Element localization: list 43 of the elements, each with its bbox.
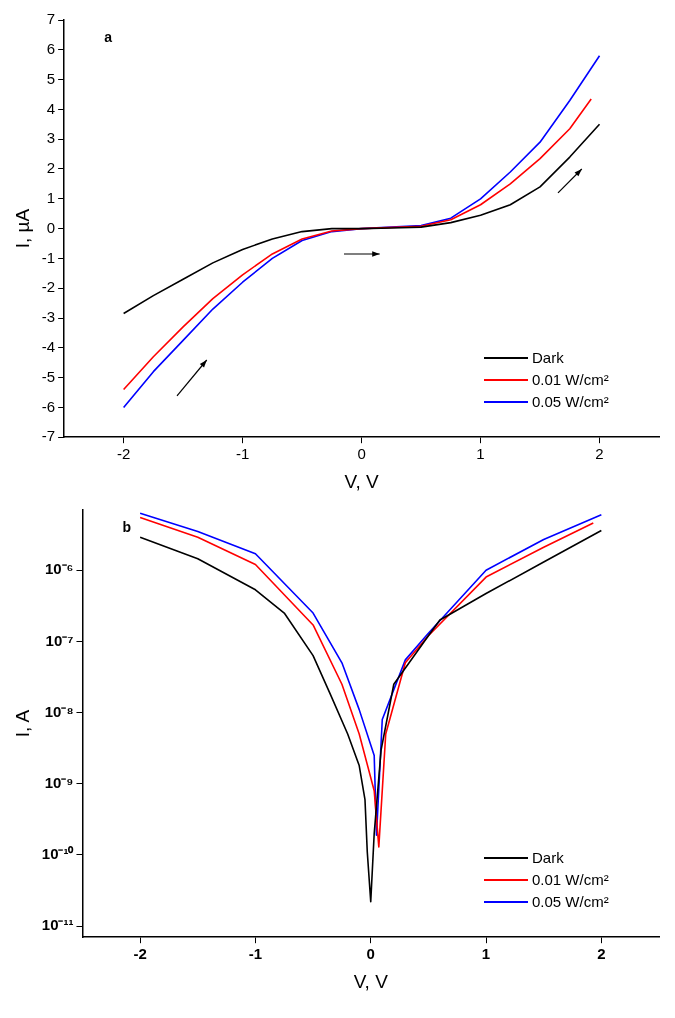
y-tick-label: -1 [41, 248, 56, 266]
annotation: b [122, 519, 132, 535]
x-tick-label: 1 [476, 445, 485, 463]
y-tick-label: 10⁻⁹ [44, 773, 74, 791]
y-tick-label: 4 [46, 99, 56, 117]
y-axis-title: I, A [11, 709, 33, 738]
legend-label: Dark [532, 348, 564, 369]
y-axis-title: I, µA [11, 208, 33, 249]
x-axis-title: V, V [353, 970, 389, 992]
y-tick-label: 7 [46, 10, 56, 28]
y-tick-label: 3 [46, 129, 56, 147]
legend-label: 0.01 W/cm² [532, 370, 609, 391]
x-tick-label: 0 [366, 945, 375, 963]
x-tick-label: 0 [357, 445, 366, 463]
y-tick-label: 10⁻¹⁰ [41, 845, 75, 863]
x-tick-label: -1 [248, 945, 263, 963]
y-tick-label: -3 [41, 308, 56, 326]
y-tick-label: 0 [46, 218, 56, 236]
y-tick-label: 10⁻⁶ [44, 560, 74, 578]
y-tick-label: 6 [46, 39, 56, 57]
y-tick-label: -7 [41, 427, 56, 445]
legend-label: 0.05 W/cm² [532, 392, 609, 413]
y-tick-label: 1 [46, 188, 56, 206]
y-tick-label: 10⁻¹¹ [41, 916, 74, 934]
y-tick-label: -6 [41, 397, 56, 415]
x-tick-label: 2 [595, 445, 604, 463]
x-tick-label: 1 [481, 945, 491, 963]
y-tick-label: 10⁻⁸ [44, 702, 74, 720]
y-tick-label: -2 [41, 278, 56, 296]
x-tick-label: -1 [235, 445, 250, 463]
x-axis-title: V, V [344, 470, 379, 492]
legend-label: 0.05 W/cm² [532, 892, 609, 913]
y-tick-label: 10⁻⁷ [45, 631, 74, 649]
y-tick-label: 5 [46, 69, 56, 87]
y-tick-label: -4 [41, 337, 56, 355]
y-tick-label: -5 [41, 367, 56, 385]
x-tick-label: -2 [133, 945, 147, 963]
x-tick-label: -2 [116, 445, 131, 463]
legend-label: Dark [532, 848, 564, 869]
legend-label: 0.01 W/cm² [532, 870, 609, 891]
annotation: a [104, 29, 113, 45]
x-tick-label: 2 [597, 945, 606, 963]
y-tick-label: 2 [46, 159, 56, 177]
